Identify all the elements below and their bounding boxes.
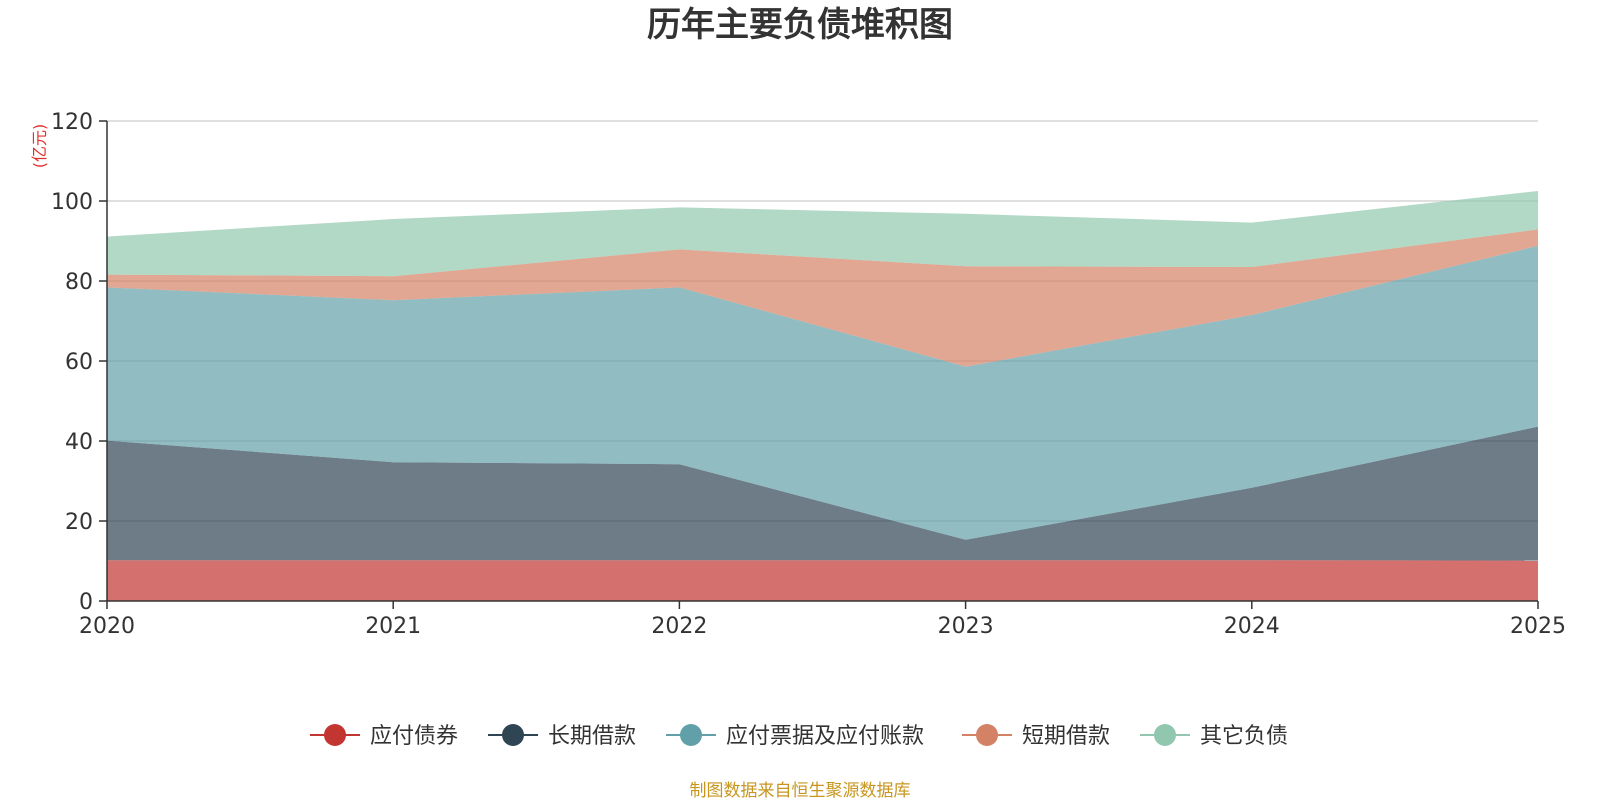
- chart-title: 历年主要负债堆积图: [647, 5, 953, 45]
- y-tick-label: 40: [65, 430, 93, 455]
- legend-label: 应付债券: [370, 724, 458, 749]
- y-tick-label: 100: [51, 190, 93, 215]
- legend-item[interactable]: 其它负债: [1140, 724, 1288, 749]
- legend-marker: [324, 724, 346, 746]
- legend-item[interactable]: 应付债券: [310, 724, 458, 749]
- x-tick-label: 2025: [1510, 614, 1566, 639]
- y-tick-label: 20: [65, 510, 93, 535]
- x-tick-label: 2022: [651, 614, 707, 639]
- legend-label: 应付票据及应付账款: [726, 724, 924, 749]
- legend-item[interactable]: 短期借款: [962, 724, 1110, 749]
- area-5[interactable]: [107, 191, 1538, 277]
- x-tick-label: 2023: [938, 614, 994, 639]
- x-tick-label: 2020: [79, 614, 135, 639]
- y-tick-label: 80: [65, 270, 93, 295]
- legend-label: 长期借款: [548, 724, 636, 749]
- area-2[interactable]: [107, 426, 1538, 561]
- legend-label: 其它负债: [1200, 724, 1288, 749]
- legend-item[interactable]: 长期借款: [488, 724, 636, 749]
- x-tick-label: 2024: [1224, 614, 1280, 639]
- legend-item[interactable]: 应付票据及应付账款: [666, 724, 924, 749]
- y-tick-label: 60: [65, 350, 93, 375]
- source-note: 制图数据来自恒生聚源数据库: [690, 781, 911, 800]
- legend-marker: [1154, 724, 1176, 746]
- y-axis-ticks: 0 20 40 60 80 100 120: [51, 110, 107, 615]
- legend-marker: [976, 724, 998, 746]
- y-tick-label: 0: [79, 590, 93, 615]
- y-tick-label: 120: [51, 110, 93, 135]
- y-axis-unit-label: (亿元): [30, 124, 49, 169]
- legend-label: 短期借款: [1022, 724, 1110, 749]
- legend[interactable]: 应付债券 长期借款 应付票据及应付账款 短期借款 其它负债: [310, 724, 1288, 749]
- legend-marker: [502, 724, 524, 746]
- area-1[interactable]: [107, 560, 1538, 601]
- area-3[interactable]: [107, 245, 1538, 540]
- area-4[interactable]: [107, 229, 1538, 367]
- area-series: [107, 191, 1538, 601]
- legend-marker: [680, 724, 702, 746]
- x-axis-ticks: 2020 2021 2022 2023 2024 2025: [79, 601, 1566, 639]
- x-tick-label: 2021: [365, 614, 421, 639]
